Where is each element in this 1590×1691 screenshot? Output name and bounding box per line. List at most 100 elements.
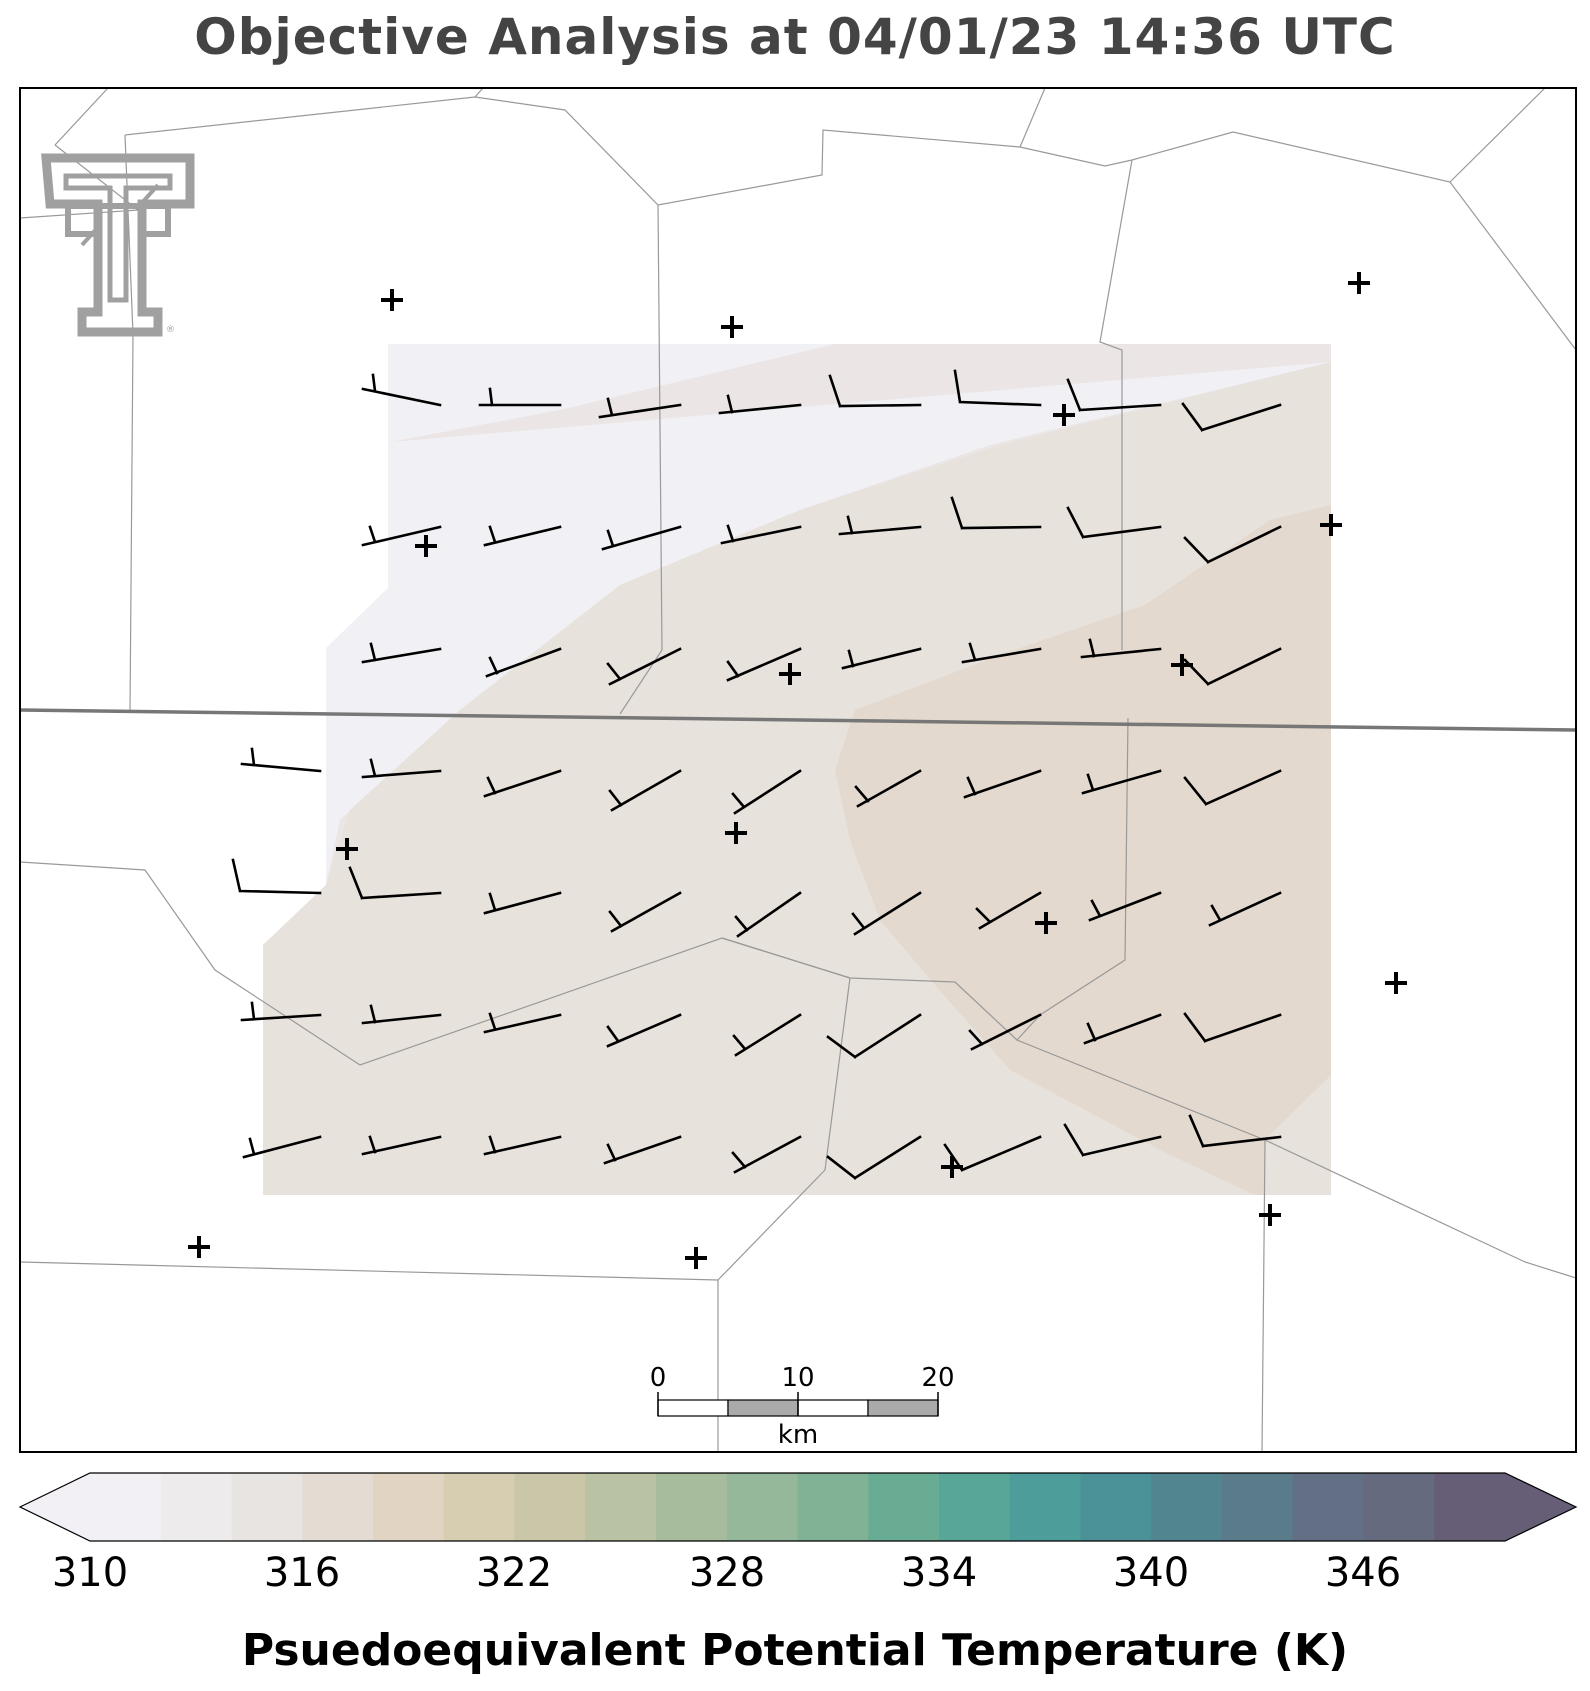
colorbar-tick-316: 316 <box>263 1550 341 1596</box>
wind-barb-icon <box>828 374 922 408</box>
state-boundary <box>20 708 1576 732</box>
wind-barb-icon <box>731 1135 802 1174</box>
wind-barb-icon <box>1066 378 1162 412</box>
colorbar-tick-346: 346 <box>1324 1550 1402 1596</box>
wind-barb-icon <box>483 769 562 798</box>
wind-barb-icon <box>963 769 1042 799</box>
plus-icon <box>1259 1204 1281 1226</box>
wind-barb-icon <box>1183 525 1282 564</box>
wind-barb-icon <box>826 1013 922 1059</box>
colorbar-cell <box>1222 1473 1294 1541</box>
wind-barb-icon <box>483 891 562 915</box>
wind-barb-icon <box>606 1013 682 1048</box>
wind-barb-icon <box>726 647 802 682</box>
plus-icon <box>415 535 437 557</box>
wind-barb-icon <box>1183 769 1282 806</box>
plus-icon <box>381 289 403 311</box>
colorbar-tick-328: 328 <box>688 1550 766 1596</box>
wind-barb-icon <box>841 647 922 670</box>
colorbar-label: Psuedoequivalent Potential Temperature (… <box>241 1625 1349 1676</box>
wind-barb-icon <box>361 373 442 407</box>
colorbar-tick-340: 340 <box>1112 1550 1190 1596</box>
colorbar-cell <box>1151 1473 1223 1541</box>
wind-barb-icon <box>478 387 562 407</box>
plus-icon <box>1053 404 1075 426</box>
wind-barb-icon <box>826 1135 922 1180</box>
wind-barb-icon <box>1081 769 1162 795</box>
wind-barb-icon <box>603 1135 682 1165</box>
colorbar-tick-310: 310 <box>51 1550 129 1596</box>
wind-barb-icon <box>361 642 442 664</box>
wind-barb-icon <box>1063 1123 1162 1157</box>
colorbar-tick-334: 334 <box>900 1550 978 1596</box>
colorbar-cell <box>160 1473 232 1541</box>
wind-barb-icon <box>732 1013 802 1057</box>
wind-barb-icon <box>483 525 562 547</box>
wind-barb-icon <box>606 647 682 686</box>
colorbar-cell <box>1292 1473 1364 1541</box>
colorbar-cells <box>90 1473 1506 1541</box>
wind-barb-icon <box>483 1012 562 1034</box>
wind-barb-icon <box>950 496 1042 530</box>
wind-barb-icon <box>361 525 442 547</box>
svg-text:®: ® <box>166 325 175 335</box>
colorbar-cell <box>656 1473 728 1541</box>
plus-icon <box>725 822 747 844</box>
wind-barb-icon <box>598 397 682 419</box>
wind-barb-icon <box>838 515 922 536</box>
wind-barb-icon <box>1080 638 1162 659</box>
colorbar-cell <box>868 1473 940 1541</box>
wind-barb-icon <box>718 394 802 415</box>
plus-icon <box>685 1247 707 1269</box>
wind-barb-icon <box>608 769 682 812</box>
wind-barb-icon <box>348 866 442 900</box>
plus-icon <box>1348 272 1370 294</box>
plus-icon <box>1035 912 1057 934</box>
wind-barb-icon <box>731 769 802 815</box>
colorbar-cell <box>231 1473 303 1541</box>
wind-barb-icon <box>1083 1013 1162 1045</box>
theta-e-band-317 <box>835 505 1331 1195</box>
scale-bar-unit: km <box>777 1420 819 1450</box>
colorbar-cell <box>939 1473 1011 1541</box>
colorbar-cell <box>373 1473 445 1541</box>
station-markers <box>188 272 1407 1269</box>
colorbar-outline <box>18 1472 1578 1542</box>
colorbar-cell <box>1363 1473 1435 1541</box>
wind-barb-icon <box>851 891 922 936</box>
wind-barb-icon <box>483 1135 562 1156</box>
wind-barb-icon <box>1066 506 1162 539</box>
colorbar-cell <box>797 1473 869 1541</box>
wind-barb-icon <box>240 747 322 773</box>
colorbar-cell <box>1080 1473 1152 1541</box>
wind-barb-icon <box>961 642 1042 664</box>
wind-barb-icon <box>1088 891 1162 922</box>
colorbar-tick-322: 322 <box>475 1550 553 1596</box>
colorbar-cell <box>1434 1473 1506 1541</box>
scale-bar-label-10: 10 <box>781 1363 815 1393</box>
colorbar-cell <box>726 1473 798 1541</box>
scale-bar <box>657 1392 939 1417</box>
wind-barb-icon <box>720 524 802 545</box>
map-title: Objective Analysis at 04/01/23 14:36 UTC <box>194 8 1396 66</box>
wind-barb-icon <box>968 1013 1042 1051</box>
map-frame <box>19 87 1577 1453</box>
wind-barb-icon <box>601 525 682 551</box>
plus-icon <box>188 1236 210 1258</box>
wind-barb-icon <box>361 1004 442 1025</box>
wind-barb-icon <box>242 1135 322 1159</box>
colorbar-cell <box>1009 1473 1081 1541</box>
colorbar-cell <box>443 1473 515 1541</box>
wind-barb-icon <box>231 858 322 895</box>
colorbar-extend-over <box>1505 1473 1576 1541</box>
scale-bar-label-20: 20 <box>921 1363 955 1393</box>
wind-barb-icon <box>485 647 562 678</box>
wind-barb-icon <box>361 758 442 779</box>
wind-barb-icon <box>975 891 1042 930</box>
wind-barb-icon <box>608 891 682 933</box>
plus-icon <box>336 838 358 860</box>
colorbar-extend-under <box>20 1473 90 1541</box>
colorbar-cell <box>302 1473 374 1541</box>
wind-barb-icon <box>1181 402 1282 432</box>
